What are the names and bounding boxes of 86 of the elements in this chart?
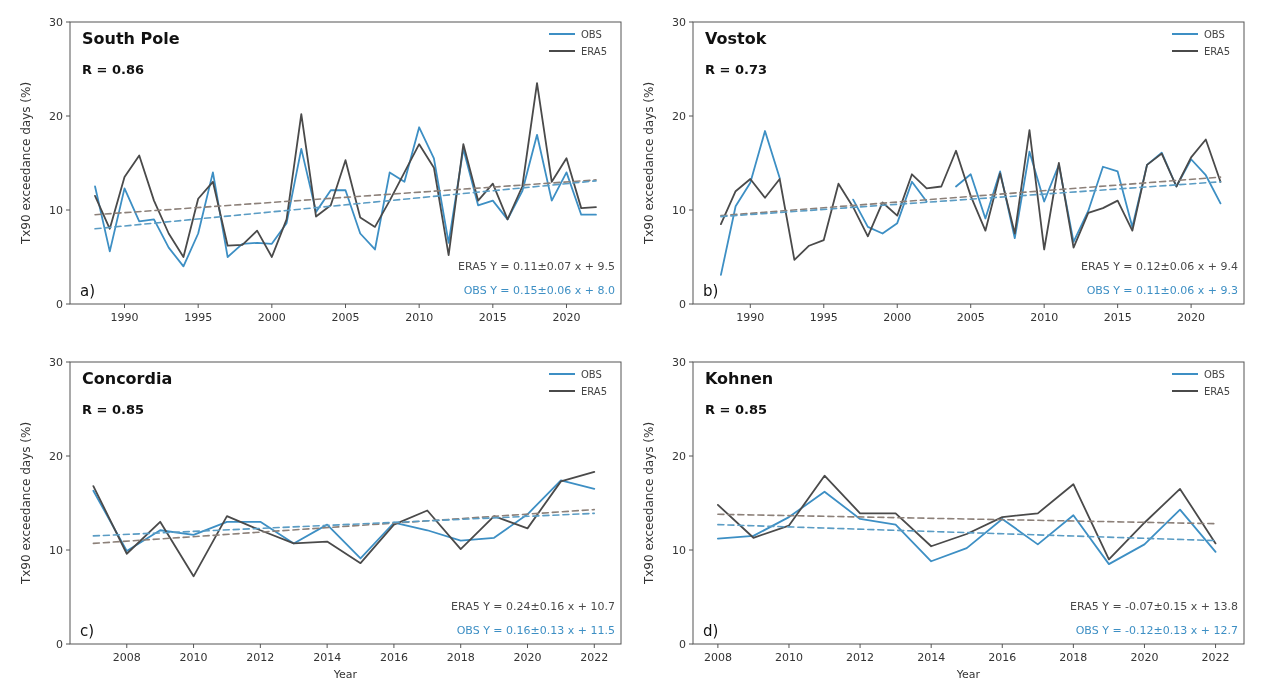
x-tick-label: 1990 xyxy=(736,311,765,324)
annotation: OBS Y = -0.12±0.13 x + 12.7 xyxy=(1075,624,1238,637)
annotation: d) xyxy=(703,622,719,640)
x-tick-label: 2018 xyxy=(446,651,475,664)
x-tick-label: 1995 xyxy=(184,311,213,324)
x-tick-label: 2010 xyxy=(179,651,208,664)
x-tick-label: 2010 xyxy=(1030,311,1059,324)
annotation: OBS Y = 0.15±0.06 x + 8.0 xyxy=(463,284,615,297)
y-tick-label: 30 xyxy=(49,15,63,29)
y-tick-label: 10 xyxy=(672,203,686,217)
x-tick-label: 2008 xyxy=(703,651,732,664)
y-axis-title: Tx90 exceedance days (%) xyxy=(19,421,33,586)
text: Concordia xyxy=(82,369,173,388)
y-tick-label: 30 xyxy=(672,355,686,369)
line-series xyxy=(92,471,596,578)
annotation: b) xyxy=(703,282,719,300)
annotation: R = 0.85 xyxy=(705,402,768,417)
x-tick-label: 2008 xyxy=(112,651,141,664)
x-tick-label: 2005 xyxy=(331,311,360,324)
x-tick-label: 2022 xyxy=(1201,651,1230,664)
x-tick-label: 2020 xyxy=(1130,651,1159,664)
annotation: ERA5 Y = 0.12±0.06 x + 9.4 xyxy=(1080,260,1238,273)
y-tick-label: 0 xyxy=(56,637,63,651)
line-series xyxy=(94,126,597,268)
x-tick-label: 2000 xyxy=(257,311,286,324)
annotation: R = 0.86 xyxy=(82,62,145,77)
text: Vostok xyxy=(705,29,767,48)
x-tick-label: 2000 xyxy=(883,311,912,324)
annotation: R = 0.73 xyxy=(705,62,768,77)
x-tick-label: 2022 xyxy=(580,651,609,664)
legend-label: ERA5 xyxy=(1204,45,1231,57)
annotation: R = 0.85 xyxy=(82,402,145,417)
y-tick-label: 0 xyxy=(679,297,686,311)
x-tick-label: 1995 xyxy=(809,311,838,324)
x-axis-title: Year xyxy=(955,668,981,681)
y-tick-label: 10 xyxy=(49,203,63,217)
annotation: c) xyxy=(80,622,95,640)
y-tick-label: 30 xyxy=(49,355,63,369)
x-tick-label: 2016 xyxy=(379,651,408,664)
x-tick-label: 2014 xyxy=(917,651,946,664)
line-series xyxy=(94,82,597,258)
y-axis-title: Tx90 exceedance days (%) xyxy=(19,81,33,246)
y-axis-title: Tx90 exceedance days (%) xyxy=(642,421,656,586)
y-tick-label: 20 xyxy=(672,449,686,463)
annotation: OBS Y = 0.16±0.13 x + 11.5 xyxy=(456,624,615,637)
x-tick-label: 2005 xyxy=(956,311,985,324)
y-tick-label: 20 xyxy=(672,109,686,123)
line-series xyxy=(92,479,596,560)
legend-label: OBS xyxy=(581,368,602,380)
x-tick-label: 2012 xyxy=(846,651,875,664)
legend-label: ERA5 xyxy=(1204,385,1231,397)
y-tick-label: 0 xyxy=(679,637,686,651)
x-tick-label: 2018 xyxy=(1059,651,1088,664)
x-tick-label: 2010 xyxy=(405,311,434,324)
y-tick-label: 0 xyxy=(56,297,63,311)
x-tick-label: 2020 xyxy=(513,651,542,664)
annotation: ERA5 Y = -0.07±0.15 x + 13.8 xyxy=(1070,600,1238,613)
y-tick-label: 20 xyxy=(49,109,63,123)
x-tick-label: 2016 xyxy=(988,651,1017,664)
y-tick-label: 20 xyxy=(49,449,63,463)
annotation: ERA5 Y = 0.11±0.07 x + 9.5 xyxy=(457,260,615,273)
legend-label: OBS xyxy=(1204,28,1225,40)
y-tick-label: 30 xyxy=(672,15,686,29)
annotation: ERA5 Y = 0.24±0.16 x + 10.7 xyxy=(450,600,615,613)
y-tick-label: 10 xyxy=(672,543,686,557)
line-series xyxy=(716,474,1217,561)
legend-label: ERA5 xyxy=(581,45,608,57)
x-tick-label: 2020 xyxy=(1177,311,1206,324)
text: South Pole xyxy=(82,29,180,48)
x-tick-label: 2010 xyxy=(774,651,803,664)
line-series xyxy=(716,490,1217,565)
annotation: OBS Y = 0.11±0.06 x + 9.3 xyxy=(1086,284,1238,297)
y-tick-label: 10 xyxy=(49,543,63,557)
x-axis-title: Year xyxy=(332,668,358,681)
annotation: a) xyxy=(80,282,96,300)
legend-label: ERA5 xyxy=(581,385,608,397)
y-axis-title: Tx90 exceedance days (%) xyxy=(642,81,656,246)
x-tick-label: 2015 xyxy=(1103,311,1132,324)
x-tick-label: 2014 xyxy=(313,651,342,664)
text: Kohnen xyxy=(705,369,774,388)
legend-label: OBS xyxy=(581,28,602,40)
x-tick-label: 2015 xyxy=(478,311,507,324)
x-tick-label: 1990 xyxy=(110,311,139,324)
x-tick-label: 2012 xyxy=(246,651,275,664)
x-tick-label: 2020 xyxy=(552,311,581,324)
legend-label: OBS xyxy=(1204,368,1225,380)
